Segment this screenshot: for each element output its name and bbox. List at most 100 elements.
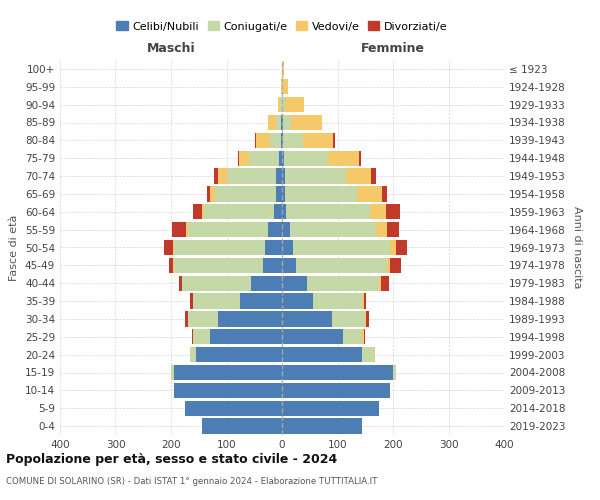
Bar (292, 115, 322, 130)
Bar (193, 329, 210, 344)
Bar (370, 204, 386, 220)
Bar (282, 276, 307, 291)
Bar (282, 347, 362, 362)
Bar (362, 329, 364, 344)
Bar (362, 347, 374, 362)
Bar (285, 168, 346, 184)
Bar (280, 97, 282, 112)
Bar (283, 79, 288, 94)
Bar (282, 418, 362, 434)
Bar (282, 204, 286, 220)
Bar (278, 97, 280, 112)
Bar (302, 133, 333, 148)
Bar (282, 400, 379, 416)
Bar (202, 418, 282, 434)
Bar (218, 312, 282, 326)
Bar (255, 133, 256, 148)
Bar (346, 168, 371, 184)
Bar (359, 150, 361, 166)
Bar (381, 276, 389, 291)
Bar (215, 186, 277, 202)
Bar (364, 329, 365, 344)
Bar (388, 222, 398, 237)
Bar (190, 294, 193, 308)
Bar (207, 186, 210, 202)
Bar (281, 115, 282, 130)
Bar (343, 329, 362, 344)
Bar (169, 258, 173, 273)
Bar (268, 222, 282, 237)
Bar (279, 150, 282, 166)
Bar (285, 97, 304, 112)
Y-axis label: Anni di nascita: Anni di nascita (572, 206, 582, 289)
Bar (256, 133, 270, 148)
Bar (190, 347, 196, 362)
Bar (210, 186, 215, 202)
Bar (241, 294, 282, 308)
Bar (249, 150, 279, 166)
Text: Popolazione per età, sesso e stato civile - 2024: Popolazione per età, sesso e stato civil… (6, 452, 337, 466)
Bar (164, 240, 173, 255)
Bar (313, 294, 362, 308)
Bar (239, 150, 249, 166)
Bar (396, 240, 407, 255)
Bar (328, 150, 359, 166)
Bar (171, 365, 174, 380)
Bar (362, 294, 364, 308)
Bar (174, 240, 265, 255)
Bar (179, 276, 182, 291)
Bar (286, 204, 370, 220)
Bar (185, 312, 188, 326)
Bar (282, 115, 283, 130)
Legend: Celibi/Nubili, Coniugati/e, Vedovi/e, Divorziati/e: Celibi/Nubili, Coniugati/e, Vedovi/e, Di… (112, 17, 452, 36)
Bar (283, 115, 292, 130)
Bar (270, 133, 281, 148)
Bar (193, 294, 241, 308)
Y-axis label: Fasce di età: Fasce di età (10, 214, 19, 280)
Bar (282, 186, 285, 202)
Bar (393, 365, 396, 380)
Bar (376, 222, 388, 237)
Bar (193, 204, 202, 220)
Bar (214, 168, 218, 184)
Bar (186, 222, 188, 237)
Bar (227, 168, 277, 184)
Bar (188, 312, 218, 326)
Text: Femmine: Femmine (361, 42, 425, 54)
Bar (172, 222, 186, 237)
Bar (285, 186, 357, 202)
Bar (282, 222, 290, 237)
Bar (192, 329, 193, 344)
Bar (265, 240, 282, 255)
Bar (379, 276, 381, 291)
Bar (390, 258, 401, 273)
Bar (282, 383, 390, 398)
Bar (282, 258, 296, 273)
Bar (283, 133, 302, 148)
Bar (274, 204, 282, 220)
Bar (204, 204, 274, 220)
Bar (282, 150, 284, 166)
Bar (282, 312, 332, 326)
Bar (202, 204, 204, 220)
Bar (251, 276, 282, 291)
Bar (282, 329, 343, 344)
Bar (282, 240, 293, 255)
Bar (282, 365, 393, 380)
Bar (388, 258, 390, 273)
Bar (282, 168, 285, 184)
Bar (188, 222, 268, 237)
Bar (386, 204, 400, 220)
Bar (364, 294, 367, 308)
Bar (367, 312, 369, 326)
Bar (182, 276, 251, 291)
Bar (174, 365, 282, 380)
Bar (277, 168, 282, 184)
Bar (290, 222, 376, 237)
Bar (185, 400, 282, 416)
Bar (196, 347, 282, 362)
Bar (277, 115, 281, 130)
Bar (333, 133, 335, 148)
Bar (277, 186, 282, 202)
Bar (174, 383, 282, 398)
